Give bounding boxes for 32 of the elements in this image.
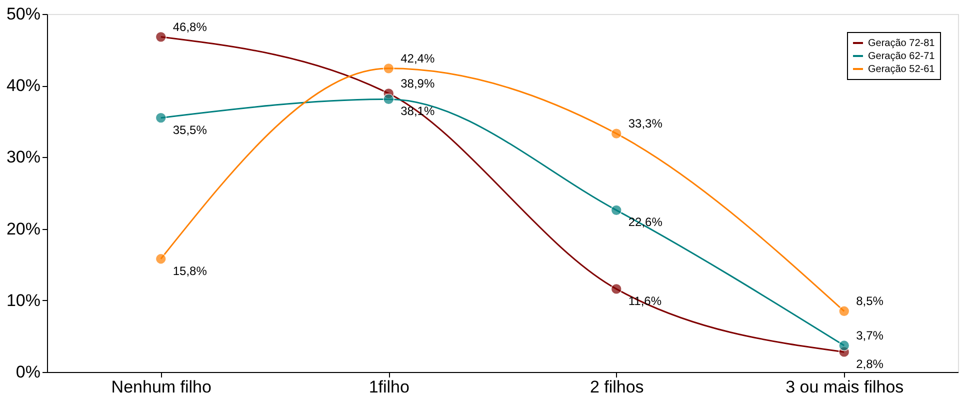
y-tick-label: 40%: [6, 76, 40, 96]
data-label: 8,5%: [856, 294, 884, 308]
legend-label: Geração 72-81: [868, 38, 936, 49]
data-label: 15,8%: [172, 264, 208, 278]
data-label: 2,8%: [856, 356, 884, 371]
point: [838, 306, 850, 317]
point: [610, 204, 622, 216]
x-tick-label: Nenhum filho: [111, 378, 212, 396]
data-label: 33,3%: [628, 116, 663, 131]
y-tick-label: 30%: [6, 148, 40, 167]
y-tick-label: 0%: [16, 362, 40, 382]
y-tick-label: 50%: [6, 4, 40, 24]
point: [155, 253, 167, 265]
point: [382, 94, 394, 105]
point: [155, 31, 167, 43]
point: [382, 62, 394, 74]
point: [610, 283, 622, 295]
point: [155, 112, 167, 124]
y-tick-label: 10%: [6, 290, 40, 310]
data-label: 38,9%: [400, 76, 435, 90]
legend-label: Geração 52-61: [868, 64, 936, 75]
data-label: 42,4%: [400, 51, 435, 66]
x-tick-label: 1filho: [368, 378, 410, 396]
point: [838, 340, 850, 352]
legend-label: Geração 62-71: [868, 51, 936, 62]
data-label: 35,5%: [172, 122, 208, 137]
point: [610, 128, 622, 140]
x-tick-label: 2 filhos: [590, 378, 644, 396]
x-tick-label: 3 ou mais filhos: [786, 378, 904, 396]
data-label: 46,8%: [172, 20, 208, 34]
y-tick-label: 20%: [6, 219, 40, 238]
data-label: 3,7%: [856, 328, 884, 343]
